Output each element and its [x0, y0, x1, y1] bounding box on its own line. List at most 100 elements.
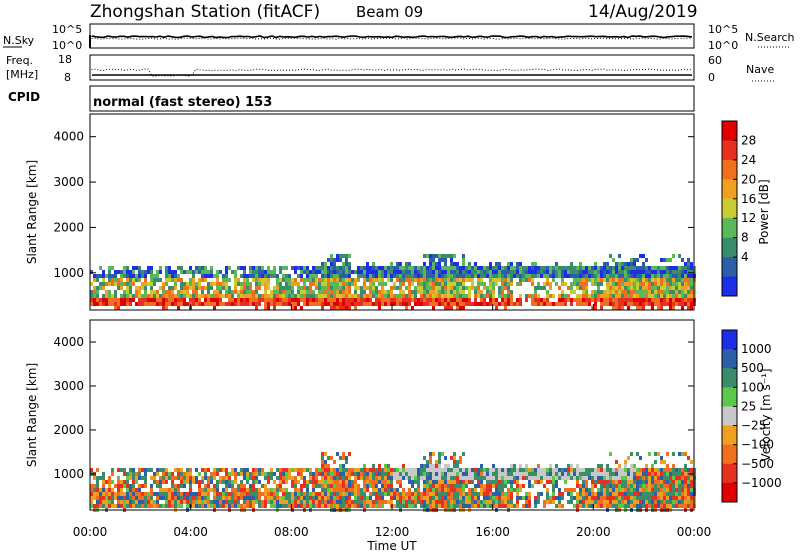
heatmap-cell — [444, 270, 447, 274]
heatmap-cell — [621, 306, 624, 310]
heatmap-cell — [603, 496, 606, 500]
heatmap-cell — [195, 286, 198, 290]
heatmap-cell — [183, 294, 186, 298]
heatmap-cell — [330, 500, 333, 504]
heatmap-cell — [225, 274, 228, 278]
heatmap-cell — [540, 302, 543, 306]
heatmap-cell — [549, 464, 552, 468]
heatmap-cell — [639, 456, 642, 460]
heatmap-cell — [147, 504, 150, 508]
heatmap-cell — [453, 492, 456, 496]
heatmap-cell — [159, 302, 162, 306]
heatmap-cell — [447, 266, 450, 270]
heatmap-cell — [210, 472, 213, 476]
heatmap-cell — [393, 286, 396, 290]
heatmap-cell — [351, 298, 354, 302]
heatmap-cell — [297, 298, 300, 302]
heatmap-cell — [237, 282, 240, 286]
heatmap-cell — [678, 472, 681, 476]
heatmap-cell — [120, 274, 123, 278]
velocity-y-label: Slant Range [km] — [25, 363, 39, 467]
heatmap-cell — [243, 504, 246, 508]
heatmap-cell — [624, 290, 627, 294]
heatmap-cell — [273, 306, 276, 310]
heatmap-cell — [258, 504, 261, 508]
heatmap-cell — [402, 468, 405, 472]
heatmap-cell — [345, 456, 348, 460]
heatmap-cell — [426, 290, 429, 294]
heatmap-cell — [288, 496, 291, 500]
heatmap-cell — [573, 290, 576, 294]
heatmap-cell — [501, 472, 504, 476]
heatmap-cell — [327, 286, 330, 290]
heatmap-cell — [201, 476, 204, 480]
heatmap-cell — [141, 302, 144, 306]
heatmap-cell — [420, 294, 423, 298]
heatmap-cell — [483, 298, 486, 302]
heatmap-cell — [165, 504, 168, 508]
heatmap-cell — [453, 278, 456, 282]
heatmap-cell — [663, 484, 666, 488]
heatmap-cell — [321, 464, 324, 468]
heatmap-cell — [195, 500, 198, 504]
colorbar-tick-label: 24 — [741, 153, 756, 167]
heatmap-cell — [438, 278, 441, 282]
heatmap-cell — [216, 468, 219, 472]
heatmap-cell — [321, 282, 324, 286]
heatmap-cell — [348, 484, 351, 488]
heatmap-cell — [633, 286, 636, 290]
heatmap-cell — [414, 286, 417, 290]
heatmap-cell — [546, 302, 549, 306]
heatmap-cell — [423, 302, 426, 306]
heatmap-cell — [228, 496, 231, 500]
heatmap-cell — [381, 294, 384, 298]
heatmap-cell — [111, 480, 114, 484]
heatmap-cell — [147, 294, 150, 298]
heatmap-cell — [420, 290, 423, 294]
heatmap-cell — [423, 500, 426, 504]
heatmap-cell — [180, 302, 183, 306]
heatmap-cell — [453, 488, 456, 492]
heatmap-cell — [306, 488, 309, 492]
heatmap-cell — [165, 468, 168, 472]
heatmap-cell — [213, 496, 216, 500]
y-tick-label: 3000 — [53, 379, 84, 393]
heatmap-cell — [180, 504, 183, 508]
heatmap-cell — [489, 504, 492, 508]
heatmap-cell — [684, 274, 687, 278]
heatmap-cell — [117, 476, 120, 480]
heatmap-cell — [348, 286, 351, 290]
heatmap-cell — [687, 456, 690, 460]
heatmap-cell — [456, 500, 459, 504]
heatmap-cell — [168, 500, 171, 504]
heatmap-cell — [567, 468, 570, 472]
heatmap-cell — [207, 270, 210, 274]
heatmap-cell — [573, 476, 576, 480]
heatmap-cell — [279, 500, 282, 504]
heatmap-cell — [516, 496, 519, 500]
heatmap-cell — [228, 302, 231, 306]
heatmap-cell — [558, 472, 561, 476]
heatmap-cell — [306, 480, 309, 484]
heatmap-cell — [588, 472, 591, 476]
heatmap-cell — [267, 278, 270, 282]
heatmap-cell — [186, 480, 189, 484]
heatmap-cell — [396, 504, 399, 508]
heatmap-cell — [348, 266, 351, 270]
heatmap-cell — [237, 492, 240, 496]
heatmap-cell — [525, 496, 528, 500]
heatmap-cell — [147, 468, 150, 472]
heatmap-cell — [678, 278, 681, 282]
heatmap-cell — [306, 290, 309, 294]
heatmap-cell — [495, 270, 498, 274]
heatmap-cell — [336, 452, 339, 456]
heatmap-cell — [381, 500, 384, 504]
heatmap-cell — [477, 270, 480, 274]
heatmap-cell — [258, 298, 261, 302]
heatmap-cell — [261, 504, 264, 508]
heatmap-cell — [435, 476, 438, 480]
heatmap-cell — [252, 488, 255, 492]
heatmap-cell — [651, 282, 654, 286]
heatmap-cell — [339, 500, 342, 504]
